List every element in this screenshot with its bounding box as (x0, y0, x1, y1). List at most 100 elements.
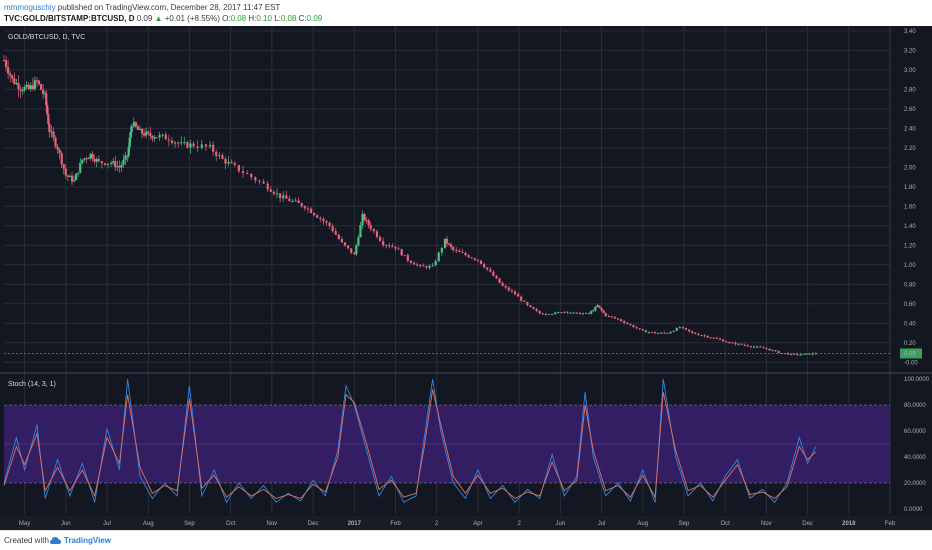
time-tick-label: Nov (761, 521, 772, 527)
candle-body (367, 220, 370, 226)
candle-body (208, 144, 212, 147)
candle-body (218, 155, 221, 157)
candle-body (635, 327, 638, 329)
candle-body (52, 131, 55, 138)
ohlc-close-label: C: (298, 14, 307, 23)
candle-body (87, 158, 90, 160)
candle-body (476, 259, 480, 261)
candle-body (359, 224, 362, 238)
candle-body (124, 155, 127, 160)
author-link[interactable]: mmmoguschiy (4, 3, 56, 12)
ohlc-close: 0.09 (306, 14, 323, 23)
candle-body (672, 330, 675, 332)
candle-body (297, 200, 300, 204)
candle-body (337, 234, 340, 239)
time-tick-label: Aug (637, 521, 648, 527)
candle-body (285, 195, 288, 199)
candle-body (532, 306, 535, 310)
candle-body (372, 229, 375, 232)
time-tick-label: Apr (473, 521, 482, 527)
candle-body (382, 240, 385, 246)
stoch-tick-label: 80.0000 (904, 403, 926, 409)
price-tick-label: 2.00 (904, 165, 916, 171)
candle-body (654, 332, 657, 334)
candle-body (691, 331, 694, 333)
candle-body (684, 327, 688, 330)
candle-body (504, 285, 507, 288)
candle-body (353, 252, 356, 255)
last-price: 0.09 (136, 14, 153, 23)
candle-body (725, 341, 728, 343)
candle-body (629, 323, 632, 326)
candle-body (103, 163, 107, 165)
candle-body (161, 134, 164, 136)
candle-body (641, 328, 644, 331)
candle-body (365, 220, 368, 222)
candle-body (129, 131, 132, 138)
candle-body (37, 80, 41, 85)
candle-body (731, 342, 734, 344)
candle-body (473, 258, 476, 260)
candle-body (554, 312, 557, 315)
candle-body (130, 126, 133, 132)
candle-body (718, 338, 722, 340)
candle-body (237, 165, 240, 172)
candle-body (126, 155, 129, 157)
candle-body (715, 337, 719, 339)
chart-area[interactable]: May Jun Jul Aug Sep Oct Nov Dec 2017 Feb 2 Apr 2 Jun J… (0, 26, 932, 530)
candle-body (431, 265, 434, 267)
candle-body (363, 214, 366, 221)
candle-body (48, 123, 51, 132)
candle-body (412, 262, 416, 265)
candle-body (482, 264, 486, 268)
candle-body (443, 238, 447, 248)
candle-body (578, 312, 581, 315)
candle-body (616, 318, 620, 320)
candle-body (127, 147, 130, 156)
candle-body (375, 231, 379, 238)
ohlc-low: 0.08 (280, 14, 297, 23)
candle-body (422, 265, 425, 267)
candle-body (269, 189, 272, 192)
candle-body (309, 208, 313, 214)
candle-body (173, 142, 177, 144)
candle-body (596, 305, 599, 307)
candle-body (467, 255, 470, 258)
candle-body (507, 287, 510, 291)
price-tick-label: 3.40 (904, 29, 916, 35)
candle-body (592, 310, 595, 312)
ohlc-high-label: H: (248, 14, 257, 23)
candle-body (455, 249, 458, 251)
time-tick-label: Jul (103, 521, 111, 527)
candle-body (425, 266, 428, 268)
candle-body (322, 218, 325, 222)
candle-body (406, 255, 409, 261)
candle-body (39, 84, 43, 90)
created-with-text: Created with (4, 536, 49, 545)
candle-body (722, 339, 725, 342)
candle-body (489, 269, 492, 272)
candle-body (416, 264, 419, 266)
candle-body (143, 133, 146, 136)
candle-body (397, 248, 400, 250)
time-tick-label: Jun (61, 521, 71, 527)
candle-body (638, 328, 641, 330)
candle-body (501, 282, 504, 286)
candle-body (409, 260, 413, 263)
candle-body (2, 60, 6, 62)
candle-body (140, 129, 144, 134)
time-tick-label: May (19, 521, 30, 527)
candle-body (343, 242, 347, 246)
candle-body (25, 84, 28, 87)
time-tick-label: Dec (308, 521, 319, 527)
candle-body (805, 353, 808, 355)
tradingview-logo[interactable]: TradingView (50, 534, 136, 548)
candle-body (796, 353, 799, 355)
candle-body (681, 327, 685, 329)
publish-line: mmmoguschiy published on TradingView.com… (4, 3, 280, 12)
candle-body (149, 132, 152, 136)
candle-body (486, 267, 489, 270)
time-tick-label: 2018 (842, 521, 856, 527)
time-tick-label: Nov (267, 521, 278, 527)
candle-body (167, 139, 170, 141)
